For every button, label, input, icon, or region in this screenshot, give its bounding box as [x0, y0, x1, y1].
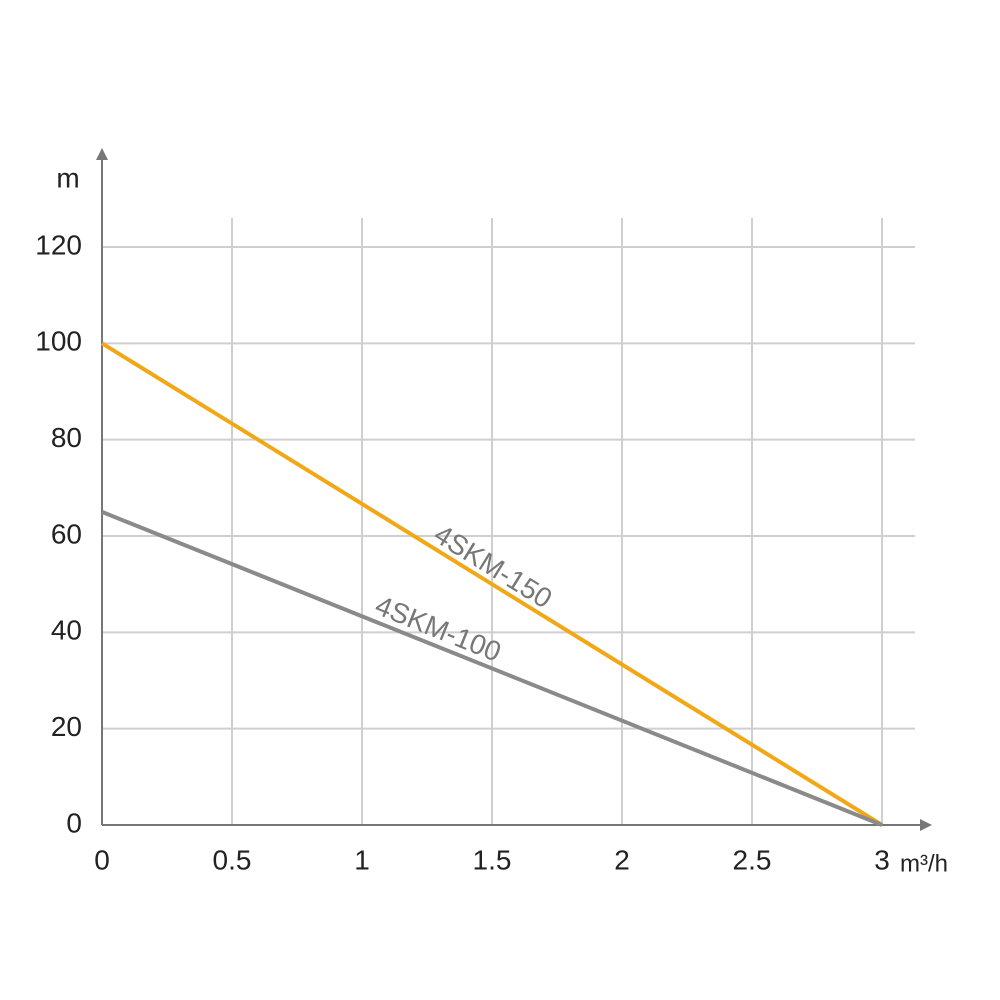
series-line	[100, 341, 884, 827]
y-tick-label: 40	[51, 615, 82, 646]
y-tick-label: 60	[51, 518, 82, 549]
x-tick-label: 0.5	[213, 844, 252, 875]
y-tick-label: 20	[51, 711, 82, 742]
series-line	[101, 510, 883, 827]
y-axis-label: m	[56, 162, 79, 193]
y-tick-label: 100	[35, 326, 82, 357]
x-tick-label: 1.5	[473, 844, 512, 875]
x-tick-label: 3	[874, 844, 890, 875]
grid	[102, 218, 915, 825]
y-tick-label: 120	[35, 229, 82, 260]
x-tick-label: 2.5	[733, 844, 772, 875]
series-label: 4SKM-150	[429, 518, 558, 614]
y-tick-label: 80	[51, 422, 82, 453]
x-tick-label: 0	[94, 844, 110, 875]
x-tick-label: 2	[614, 844, 630, 875]
x-tick-label: 1	[354, 844, 370, 875]
y-tick-label: 0	[66, 807, 82, 838]
x-axis-label: m³/h	[900, 850, 948, 877]
